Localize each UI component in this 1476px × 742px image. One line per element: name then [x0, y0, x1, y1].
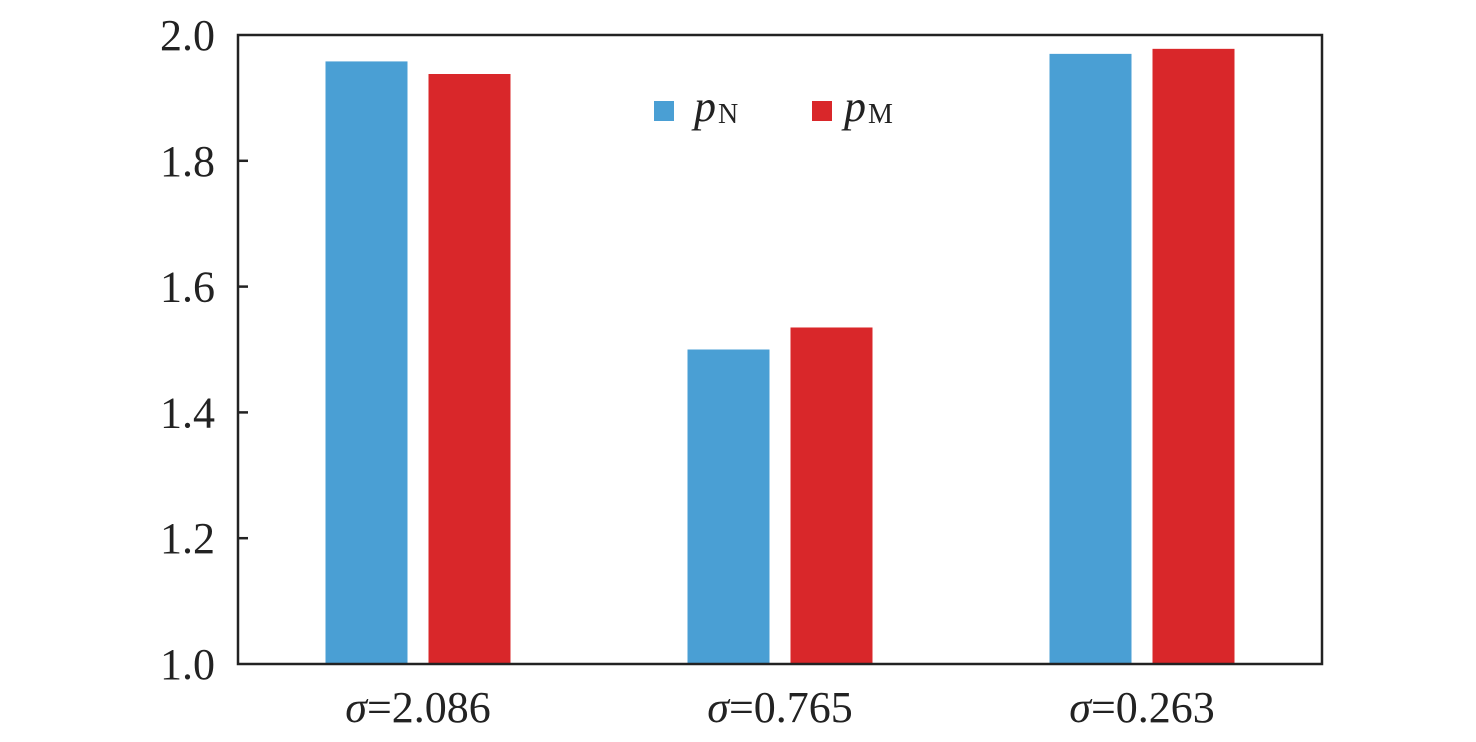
legend-label-pM: pM — [841, 82, 893, 131]
y-tick-label: 1.2 — [160, 514, 215, 563]
legend: pN pM — [654, 82, 893, 131]
y-tick-label: 1.6 — [160, 263, 215, 312]
legend-label-sub: M — [868, 99, 893, 130]
bars-group — [325, 48, 1235, 665]
sigma-symbol: σ — [707, 683, 731, 732]
legend-label-main: p — [841, 82, 866, 131]
sigma-symbol: σ — [1069, 683, 1093, 732]
bar-pN-1 — [687, 349, 770, 664]
bar-pM-0 — [428, 73, 511, 665]
legend-label-sub: N — [718, 99, 738, 130]
bar-pN-0 — [325, 61, 408, 665]
y-tick-label: 2.0 — [160, 11, 215, 60]
x-category-label: σ=0.765 — [707, 683, 853, 732]
legend-label-main: p — [691, 82, 716, 131]
sigma-symbol: σ — [345, 683, 369, 732]
x-category-label: σ=2.086 — [345, 683, 491, 732]
legend-label-pN: pN — [691, 82, 738, 131]
x-axis: σ=2.086 σ=0.765 σ=0.263 — [345, 683, 1215, 732]
y-tick-label: 1.0 — [160, 640, 215, 689]
bar-pN-2 — [1049, 53, 1132, 665]
bar-pM-1 — [790, 327, 873, 664]
y-axis: 1.0 1.2 1.4 1.6 1.8 2.0 — [160, 11, 248, 689]
legend-swatch-pM — [812, 101, 832, 121]
category-value: =0.263 — [1091, 683, 1215, 732]
legend-swatch-pN — [654, 101, 674, 121]
category-value: =0.765 — [729, 683, 853, 732]
bar-pM-2 — [1152, 48, 1235, 664]
category-value: =2.086 — [367, 683, 491, 732]
x-category-label: σ=0.263 — [1069, 683, 1215, 732]
plot-frame — [236, 33, 1324, 666]
y-tick-label: 1.4 — [160, 388, 215, 437]
y-tick-label: 1.8 — [160, 137, 215, 186]
